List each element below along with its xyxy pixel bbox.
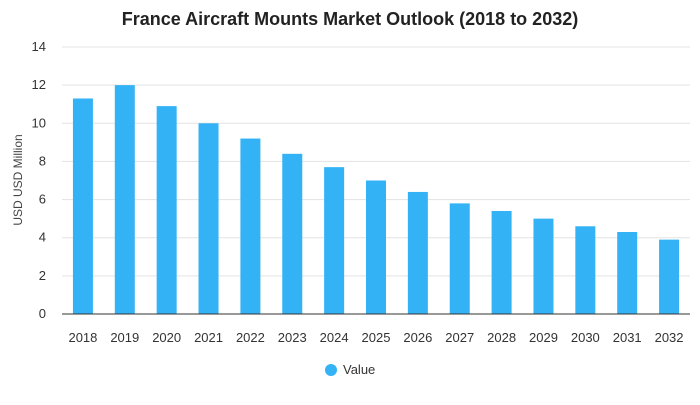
y-axis-label: USD USD Million (11, 134, 25, 225)
y-axis-ticks: 0 2 4 6 8 10 12 14 (32, 39, 46, 321)
x-tick-label: 2019 (110, 330, 139, 345)
x-tick-label: 2030 (571, 330, 600, 345)
x-tick-label: 2028 (487, 330, 516, 345)
bar-2019[interactable] (114, 85, 135, 315)
x-tick-label: 2024 (320, 330, 349, 345)
bar-2024[interactable] (324, 167, 345, 314)
x-tick-label: 2031 (613, 330, 642, 345)
bar-2030[interactable] (575, 226, 596, 314)
x-tick-label: 2032 (655, 330, 684, 345)
legend-swatch-value (325, 364, 337, 376)
x-tick-label: 2027 (445, 330, 474, 345)
bar-2027[interactable] (449, 203, 470, 314)
bar-2028[interactable] (491, 211, 512, 314)
x-tick-label: 2022 (236, 330, 265, 345)
bar-2018[interactable] (72, 98, 93, 314)
x-tick-label: 2021 (194, 330, 223, 345)
bars (72, 85, 680, 315)
x-tick-label: 2020 (152, 330, 181, 345)
y-tick-label: 4 (39, 230, 46, 245)
x-tick-label: 2026 (403, 330, 432, 345)
chart-title: France Aircraft Mounts Market Outlook (2… (122, 9, 578, 29)
legend[interactable]: Value (325, 362, 375, 377)
y-tick-label: 0 (39, 306, 46, 321)
bar-2032[interactable] (659, 239, 680, 314)
y-tick-label: 14 (32, 39, 46, 54)
bar-2031[interactable] (617, 231, 638, 314)
legend-label-value: Value (343, 362, 375, 377)
y-tick-label: 6 (39, 192, 46, 207)
bar-2020[interactable] (156, 106, 177, 314)
bar-2029[interactable] (533, 218, 554, 314)
bar-2025[interactable] (366, 180, 386, 315)
x-tick-label: 2023 (278, 330, 307, 345)
y-tick-label: 10 (32, 115, 46, 130)
x-tick-label: 2018 (68, 330, 97, 345)
bar-2023[interactable] (282, 153, 303, 314)
y-tick-label: 12 (32, 77, 46, 92)
x-tick-label: 2025 (362, 330, 391, 345)
bar-2026[interactable] (407, 191, 428, 314)
y-tick-label: 2 (39, 268, 46, 283)
bar-2022[interactable] (240, 138, 261, 314)
y-tick-label: 8 (39, 153, 46, 168)
x-axis-ticks: 2018 2019 2020 2021 2022 2023 2024 2025 2026 2027… (68, 330, 683, 345)
x-tick-label: 2029 (529, 330, 558, 345)
bar-2021[interactable] (198, 123, 219, 315)
